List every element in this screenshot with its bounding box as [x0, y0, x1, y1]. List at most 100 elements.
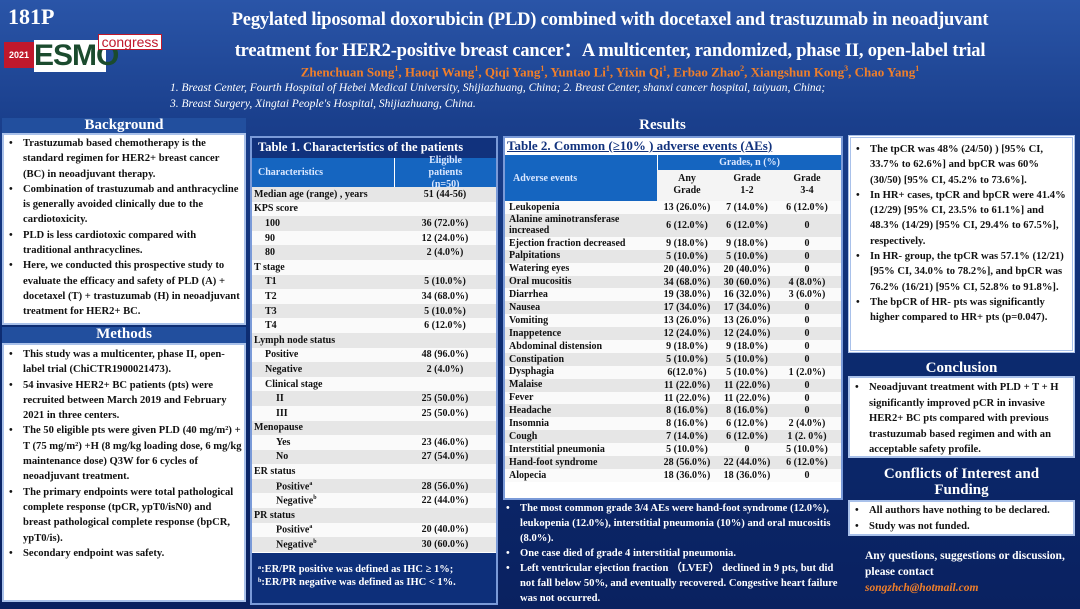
ae-grade-1-2: 6 (12.0%) [726, 219, 768, 231]
table1-value: 23 (46.0%) [421, 436, 469, 448]
ae-grade-1-2: 0 [744, 444, 750, 456]
table1-label: Positivea [276, 524, 313, 536]
ae-grade-1-2: 9 (18.0%) [726, 340, 768, 352]
list-item: The tpCR was 48% (24/50) ) [95% CI, 33.7… [853, 142, 1070, 188]
table2-row: Palpitations 5 (10.0%) 5 (10.0%) 0 [505, 249, 841, 263]
list-item: Study was not funded. [852, 519, 1071, 535]
table1-value: 28 (56.0%) [421, 480, 469, 492]
table1-value: 2 (4.0%) [426, 363, 464, 375]
ae-grade-1-2: 5 (10.0%) [726, 366, 768, 378]
table2-header: Adverse events Grades, n (%) Any Grade G… [505, 155, 841, 201]
ae-grade-1-2: 5 (10.0%) [726, 353, 768, 365]
table1-row: 100 36 (72.0%) [252, 216, 496, 231]
ae-any-grade: 20 (40.0%) [663, 263, 711, 275]
list-item: This study was a multicenter, phase II, … [6, 347, 242, 378]
table1-row: Positivea 20 (40.0%) [252, 522, 496, 538]
list-item: 54 invasive HER2+ BC patients (pts) were… [6, 378, 242, 424]
ae-name: Alopecia [509, 469, 547, 481]
author-affiliation-mark: 2 [740, 64, 745, 73]
results-heading: Results [639, 117, 686, 133]
contact-email[interactable]: songzhch@hotmail.com [865, 582, 979, 594]
ae-name: Diarrhea [509, 289, 548, 301]
table2-title: Table 2. Common (≥10% ) adverse events (… [507, 138, 773, 153]
ae-grade-3-4: 0 [804, 250, 810, 262]
table1-label: PR status [254, 509, 295, 521]
table2-row: Vomiting 13 (26.0%) 13 (26.0%) 0 [505, 314, 841, 328]
ae-name: Watering eyes [509, 263, 570, 275]
footnote-mark: a [309, 524, 313, 531]
table2-row: Ejection fraction decreased 9 (18.0%) 9 (1… [505, 236, 841, 250]
table2-row: Leukopenia 13 (26.0%) 7 (14.0%) 6 (12.0%) [505, 201, 841, 214]
table1-value: 25 (50.0%) [421, 393, 469, 405]
list-item: Combination of trastuzumab and anthracyc… [6, 182, 242, 228]
ae-grade-3-4: 0 [804, 302, 810, 314]
poster-title-line2: treatment for HER2-positive breast cance… [234, 41, 986, 61]
table1-row: 80 2 (4.0%) [252, 245, 496, 260]
ae-grade-1-2: 7 (14.0%) [726, 201, 768, 213]
table1-value: 25 (50.0%) [421, 407, 469, 419]
author-name: Qiqi Yang [484, 64, 541, 80]
table1-label: Positivea [276, 480, 313, 492]
table1-row: Positivea 28 (56.0%) [252, 478, 496, 494]
table1-row: Positive 48 (96.0%) [252, 347, 496, 363]
table2-col-any: Any Grade [673, 173, 701, 196]
table1-value: 51 (44-56) [423, 188, 467, 200]
table1-row: III 25 (50.0%) [252, 405, 496, 421]
list-item: Neoadjuvant treatment with PLD + T + H s… [852, 380, 1071, 458]
ae-grade-1-2: 11 (22.0%) [723, 379, 771, 391]
ae-name: Leukopenia [509, 201, 560, 213]
footnote-a: ᵃ:ER/PR positive was defined as IHC ≥ 1%… [258, 564, 454, 575]
ae-any-grade: 19 (38.0%) [663, 289, 711, 301]
table1-row: II 25 (50.0%) [252, 391, 496, 406]
ae-grade-1-2: 8 (16.0%) [726, 405, 768, 417]
ae-grade-3-4: 1 (2. 0%) [787, 431, 827, 443]
table1-row: T1 5 (10.0%) [252, 274, 496, 290]
table1-value: 30 (60.0%) [421, 539, 469, 551]
ae-name: Inappetence [509, 327, 562, 339]
table1-col-eligible: Eligible patients (n=50) [394, 155, 496, 190]
ae-grade-1-2: 9 (18.0%) [726, 237, 768, 249]
table1-col-characteristics: Characteristics [258, 167, 323, 178]
ae-grade-1-2: 13 (26.0%) [723, 315, 771, 327]
table1-row: T stage [252, 259, 496, 275]
ae-grade-3-4: 1 (2.0%) [788, 366, 826, 378]
table1-value: 36 (72.0%) [421, 217, 469, 229]
table1-label: Median age (range) , years [254, 188, 368, 200]
ae-any-grade: 6 (12.0%) [666, 219, 708, 231]
ae-grade-3-4: 0 [804, 340, 810, 352]
table2-row: Constipation 5 (10.0%) 5 (10.0%) 0 [505, 352, 841, 366]
background-list: Trastuzumab based chemotherapy is the st… [6, 136, 242, 320]
ae-name: Cough [509, 430, 538, 442]
ae-grade-1-2: 17 (34.0%) [723, 302, 771, 314]
table1-row: Lymph node status [252, 332, 496, 348]
table1-value: 48 (96.0%) [421, 349, 469, 361]
table1-row: No 27 (54.0%) [252, 449, 496, 465]
table1-label: No [276, 451, 289, 463]
table1-title: Table 1. Characteristics of the patients [252, 138, 496, 158]
ae-name: Hand-foot syndrome [509, 456, 598, 468]
table1-value: 12 (24.0%) [421, 232, 469, 244]
table2-row: Fever 11 (22.0%) 11 (22.0%) 0 [505, 391, 841, 405]
ae-grade-3-4: 6 (12.0%) [786, 201, 828, 213]
table1-label: T3 [265, 305, 277, 317]
conclusion-box: Neoadjuvant treatment with PLD + T + H s… [848, 376, 1075, 458]
author-name: Yixin Qi [615, 64, 663, 80]
author-affiliation-mark: 1 [540, 64, 545, 73]
methods-heading: Methods [2, 327, 246, 343]
list-item: The 50 eligible pts were given PLD (40 m… [6, 423, 242, 484]
table1-label: III [276, 407, 288, 419]
author-affiliation-mark: 1 [474, 64, 479, 73]
table1-row: KPS score [252, 201, 496, 217]
table2: Table 2. Common (≥10% ) adverse events (… [503, 136, 843, 500]
ae-any-grade: 8 (16.0%) [666, 418, 708, 430]
table2-body: Leukopenia 13 (26.0%) 7 (14.0%) 6 (12.0%) Al… [505, 201, 841, 482]
table2-row: Insomnia 8 (16.0%) 6 (12.0%) 2 (4.0%) [505, 417, 841, 431]
methods-list: This study was a multicenter, phase II, … [6, 347, 242, 561]
ae-grade-1-2: 6 (12.0%) [726, 418, 768, 430]
table1-row: ER status [252, 464, 496, 479]
ae-any-grade: 11 (22.0%) [663, 379, 711, 391]
author-name: Zhenchuan Song [300, 64, 395, 80]
background-heading: Background [2, 118, 246, 133]
ae-any-grade: 34 (68.0%) [663, 276, 711, 288]
author-affiliation-mark: 1 [915, 64, 920, 73]
